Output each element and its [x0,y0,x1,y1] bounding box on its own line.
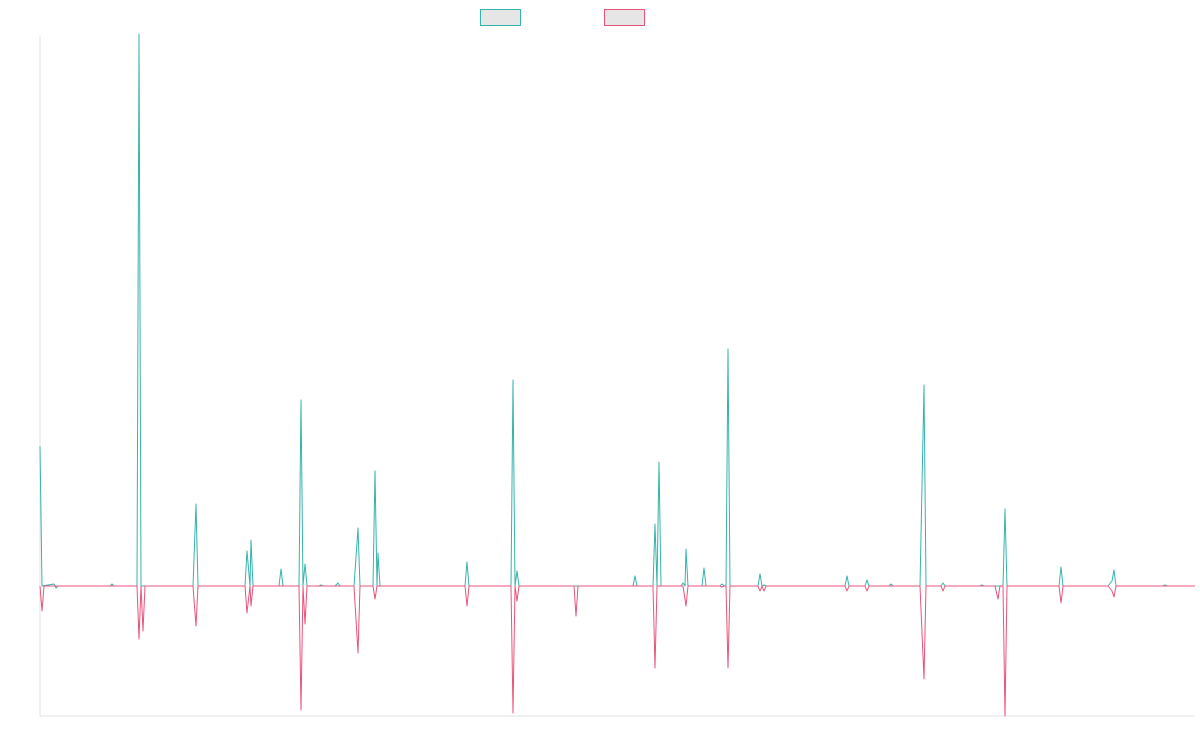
legend-swatch-2[interactable] [604,9,645,26]
axes [39,36,1195,717]
series-layer [39,33,1195,717]
series-line-1[interactable] [39,33,1195,589]
series-line-2[interactable] [39,585,1195,717]
legend-swatch-1[interactable] [480,9,521,26]
legend [480,9,645,26]
